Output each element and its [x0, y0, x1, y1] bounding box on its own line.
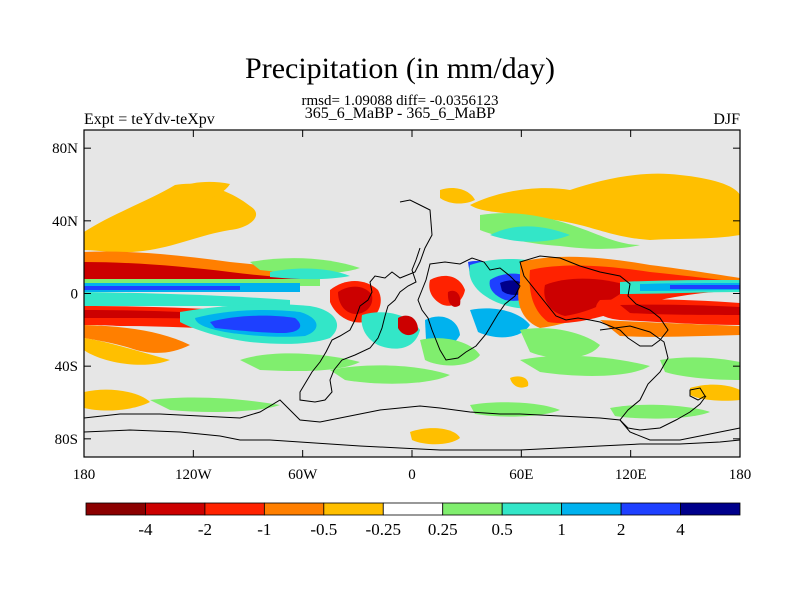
contour-patch: [270, 268, 350, 280]
contour-patch: [240, 353, 360, 372]
contour-patch: [690, 384, 740, 401]
colorbar-swatch: [263, 502, 325, 516]
plot-subtitle: 365_6_MaBP - 365_6_MaBP: [304, 105, 496, 122]
coastlines: [83, 199, 741, 451]
lon-tick-label: 180: [73, 467, 96, 483]
contour-patch: [420, 338, 480, 366]
colorbar-label: -4: [138, 520, 153, 539]
contour-band: [84, 325, 190, 353]
colorbar-swatch: [85, 502, 146, 516]
contour-patch: [150, 181, 230, 206]
stats-line: rmsd= 1.09088 diff= -0.0356123: [301, 93, 499, 109]
colorbar-label: -2: [198, 520, 212, 539]
colorbar-label: -1: [257, 520, 271, 539]
contour-band: [84, 292, 290, 306]
colorbar-swatch: [204, 502, 265, 516]
precip-field: [84, 173, 740, 445]
lat-tick-label: 40N: [52, 214, 78, 230]
colorbar-label: 4: [676, 520, 685, 539]
contour-patch: [470, 173, 740, 240]
colorbar-swatch: [442, 502, 503, 516]
contour-patch: [398, 315, 418, 336]
contour-band: [84, 338, 170, 365]
colorbar-swatch: [382, 502, 444, 516]
lat-tick-label: 0: [71, 287, 79, 303]
contour-band: [620, 304, 740, 315]
contour-patch: [250, 258, 360, 274]
colorbar-label: 2: [617, 520, 626, 539]
coastline-asia: [519, 255, 669, 347]
contour-patch: [84, 183, 257, 253]
lat-axis: 80N 40N 0 40S 80S: [52, 141, 740, 448]
colorbar-swatch: [620, 502, 681, 516]
contour-patch: [338, 286, 373, 314]
contour-patch: [490, 226, 570, 242]
lat-tick-label: 40S: [55, 359, 78, 375]
lon-tick-label: 120W: [175, 467, 213, 483]
contour-patch: [210, 315, 301, 333]
colorbar-label: 1: [557, 520, 566, 539]
contour-patch: [470, 308, 530, 338]
colorbar-label: -0.5: [310, 520, 337, 539]
season-label: DJF: [713, 111, 740, 128]
coastline-antarctica: [83, 399, 741, 441]
colorbar-swatch: [323, 502, 384, 516]
contour-patch: [544, 278, 630, 316]
colorbar-label: -0.25: [366, 520, 401, 539]
plot-title: Precipitation (in mm/day): [245, 52, 555, 85]
contour-patch: [330, 365, 450, 384]
colorbar-swatch: [561, 502, 622, 516]
lon-tick-label: 60W: [288, 467, 318, 483]
colorbar-label: 0.25: [428, 520, 458, 539]
contour-band: [84, 286, 240, 290]
colorbar-label: 0.5: [492, 520, 513, 539]
lat-tick-label: 80S: [55, 432, 78, 448]
contour-patch: [520, 328, 600, 359]
contour-patch: [447, 290, 461, 307]
colorbar: -4 -2 -1 -0.5 -0.25 0.25 0.5 1 2 4: [85, 502, 741, 539]
lon-axis: 180 120W 60W 0 60E 120E 180: [73, 130, 752, 483]
colorbar-swatch: [501, 502, 563, 516]
contour-patch: [150, 397, 280, 413]
contour-patch: [410, 428, 460, 445]
experiment-label: Expt = teYdv-teXpv: [84, 111, 215, 128]
contour-patch: [510, 376, 529, 388]
coastline-australia: [599, 325, 707, 431]
coastline-antarctica-inner: [83, 429, 741, 451]
colorbar-swatch: [680, 502, 741, 516]
coastline-island: [689, 387, 706, 401]
lat-tick-label: 80N: [52, 141, 78, 157]
contour-band: [600, 320, 740, 337]
lon-tick-label: 0: [408, 467, 416, 483]
contour-band: [670, 285, 740, 289]
coastline-africa-europe: [417, 257, 521, 361]
contour-patch: [520, 355, 650, 376]
contour-patch: [84, 389, 150, 411]
contour-patch: [440, 188, 475, 204]
lon-tick-label: 120E: [615, 467, 647, 483]
lon-tick-label: 60E: [509, 467, 533, 483]
contour-patch: [660, 357, 740, 380]
coastline-americas: [299, 199, 433, 403]
lon-tick-label: 180: [729, 467, 752, 483]
colorbar-swatch: [145, 502, 206, 516]
